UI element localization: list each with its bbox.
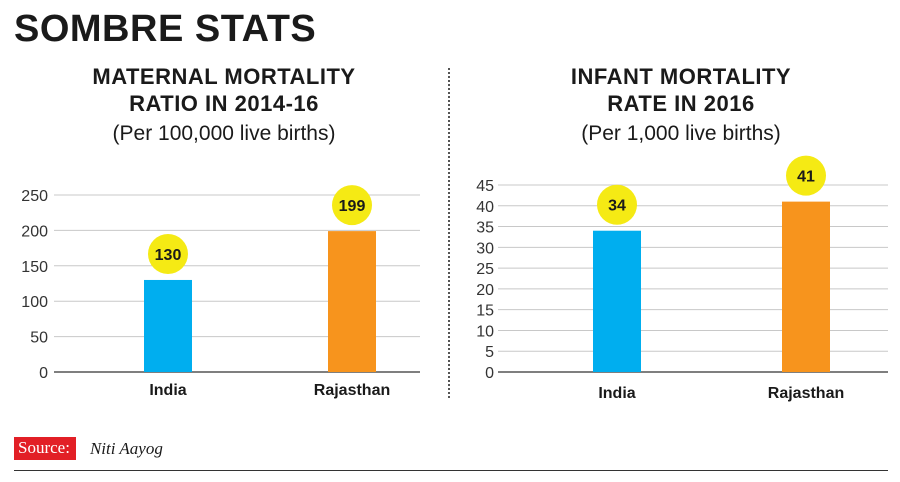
- chart2-ytick-label: 25: [476, 261, 494, 278]
- source-value: Niti Aayog: [89, 438, 163, 458]
- chart1-category-label: India: [149, 382, 186, 399]
- chart2-value-badge: [597, 184, 637, 225]
- chart1-category-label: Rajasthan: [314, 382, 390, 399]
- chart1-ytick-label: 0: [39, 365, 48, 382]
- chart1-title-line1: MATERNAL MORTALITY: [92, 64, 356, 89]
- chart2-value-label: 34: [608, 198, 626, 215]
- chart2-ytick-label: 40: [476, 199, 494, 216]
- chart2-title-line1: INFANT MORTALITY: [570, 64, 792, 89]
- chart2-ytick-label: 30: [476, 240, 494, 257]
- chart2-ytick-label: 5: [485, 344, 494, 361]
- chart2-title: INFANT MORTALITY RATE IN 2016: [471, 63, 891, 117]
- chart1-value-label: 199: [339, 198, 366, 215]
- chart1-bar-india: [144, 279, 192, 372]
- chart1-value-label: 130: [155, 247, 182, 264]
- chart2-bar-india: [593, 230, 641, 372]
- chart2-ytick-label: 0: [485, 365, 494, 382]
- panel-divider: [448, 68, 450, 398]
- chart1-ytick-label: 100: [21, 294, 48, 311]
- source-label: Source:: [14, 437, 76, 460]
- chart2-ytick-label: 10: [476, 323, 494, 340]
- chart1-bar-rajasthan: [328, 231, 376, 372]
- chart2-value-badge: [786, 155, 826, 196]
- chart1-title-line2: RATIO IN 2014-16: [129, 91, 319, 116]
- page-title: SOMBRE STATS: [14, 8, 317, 50]
- chart1-title: MATERNAL MORTALITY RATIO IN 2014-16: [14, 63, 434, 117]
- chart1-ytick-label: 250: [21, 188, 48, 205]
- source-line: Source: Niti Aayog: [14, 437, 163, 460]
- chart1-ytick-label: 200: [21, 223, 48, 240]
- chart2-ytick-label: 15: [476, 303, 494, 320]
- chart2-ytick-label: 45: [476, 178, 494, 195]
- chart1-ytick-label: 150: [21, 259, 48, 276]
- chart1-value-badge: [148, 233, 188, 274]
- bottom-rule: [14, 470, 888, 471]
- chart1-value-badge: [332, 185, 372, 226]
- chart1-subtitle: (Per 100,000 live births): [112, 122, 336, 145]
- chart2-ytick-label: 20: [476, 282, 494, 299]
- chart1-ytick-label: 50: [30, 330, 48, 347]
- chart2-category-label: Rajasthan: [768, 385, 844, 402]
- chart2-value-label: 41: [797, 169, 815, 186]
- chart2-subtitle: (Per 1,000 live births): [581, 122, 781, 145]
- chart2-bar-rajasthan: [782, 201, 830, 372]
- chart2-title-line2: RATE IN 2016: [607, 91, 755, 116]
- chart2-category-label: India: [598, 385, 635, 402]
- chart2-ytick-label: 35: [476, 220, 494, 237]
